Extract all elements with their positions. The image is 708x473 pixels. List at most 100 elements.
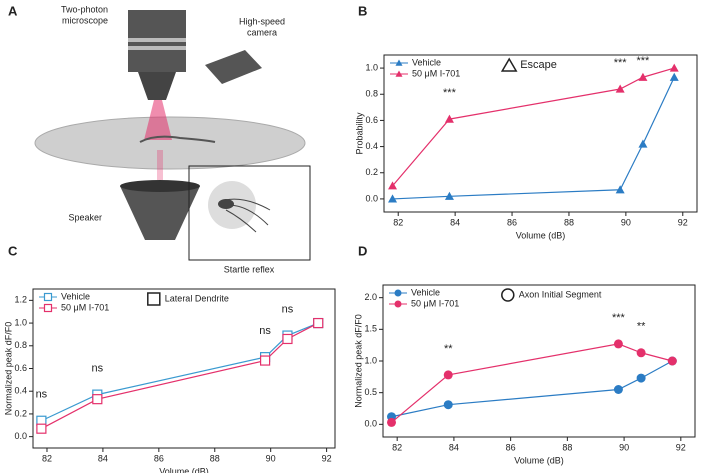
marker <box>638 72 648 81</box>
y-tick-label: 0.0 <box>14 431 27 441</box>
significance: *** <box>637 55 651 67</box>
x-tick-label: 90 <box>621 217 631 227</box>
x-tick-label: 90 <box>266 453 276 463</box>
y-tick-label: 0.6 <box>14 363 27 373</box>
marker <box>259 355 271 366</box>
x-tick-label: 88 <box>210 453 220 463</box>
marker <box>443 400 453 410</box>
label: microscope <box>62 15 108 25</box>
marker <box>615 185 625 194</box>
objective-band <box>128 46 186 50</box>
x-tick-label: 86 <box>507 217 517 227</box>
significance: *** <box>443 87 457 99</box>
x-tick-label: 92 <box>322 453 332 463</box>
x-tick-label: 86 <box>506 442 516 452</box>
y-tick-label: 1.0 <box>365 62 378 72</box>
y-tick-label: 0.8 <box>14 340 27 350</box>
speaker-top <box>120 180 200 192</box>
x-tick-label: 84 <box>450 217 460 227</box>
marker <box>388 194 398 203</box>
plot-frame <box>383 54 698 213</box>
marker <box>615 84 625 93</box>
marker <box>394 289 402 297</box>
significance: ** <box>637 321 646 333</box>
marker <box>92 394 103 405</box>
marker <box>443 370 453 380</box>
marker <box>43 303 53 313</box>
marker <box>394 300 402 308</box>
x-tick-label: 84 <box>98 453 108 463</box>
marker <box>313 317 324 329</box>
significance: ns <box>259 325 271 337</box>
y-tick-label: 0.8 <box>365 89 378 99</box>
y-axis-label: Probability <box>354 112 364 155</box>
dish <box>34 116 306 170</box>
y-tick-label: 1.5 <box>364 324 377 334</box>
significance: *** <box>612 312 626 324</box>
y-tick-label: 0.5 <box>364 387 377 397</box>
significance: *** <box>614 57 628 69</box>
legend-label: 50 μM I-701 <box>412 68 460 78</box>
x-tick-label: 82 <box>42 453 52 463</box>
y-tick-label: 0.6 <box>365 115 378 125</box>
x-tick-label: 92 <box>678 217 688 227</box>
x-tick-label: 82 <box>392 442 402 452</box>
inset-box <box>188 165 311 261</box>
note: Axon Initial Segment <box>519 289 602 299</box>
note-icon <box>500 57 518 72</box>
objective-tip <box>138 72 176 100</box>
marker <box>395 59 403 66</box>
marker <box>613 385 623 394</box>
speaker <box>120 186 200 240</box>
marker <box>613 339 623 349</box>
y-tick-label: 2.0 <box>364 292 377 302</box>
label: camera <box>247 27 277 37</box>
objective-band <box>128 38 186 42</box>
x-axis-label: Volume (dB) <box>514 455 564 465</box>
label: Two-photon <box>61 4 108 14</box>
panel-label: C <box>8 243 18 258</box>
x-axis-label: Volume (dB) <box>159 466 209 473</box>
y-tick-label: 0.4 <box>365 141 378 151</box>
legend-label: Vehicle <box>411 287 440 297</box>
y-axis-label: Normalized peak dF/F0 <box>353 314 363 408</box>
x-tick-label: 88 <box>564 217 574 227</box>
legend-label: 50 μM I-701 <box>61 302 109 312</box>
panel-label: A <box>8 3 18 18</box>
y-axis-label: Normalized peak dF/F0 <box>3 322 13 416</box>
light <box>157 150 163 180</box>
marker <box>444 191 454 200</box>
legend-label: Vehicle <box>412 57 441 67</box>
marker <box>638 139 648 148</box>
marker <box>395 70 403 77</box>
marker <box>282 333 293 345</box>
y-tick-label: 0.2 <box>14 408 27 418</box>
significance: ns <box>282 303 294 315</box>
camera <box>205 50 262 84</box>
x-tick-label: 86 <box>154 453 164 463</box>
marker <box>388 181 398 190</box>
x-tick-label: 92 <box>676 442 686 452</box>
series-line <box>392 76 675 200</box>
marker <box>36 423 47 434</box>
significance: ** <box>444 343 453 355</box>
series-line <box>391 360 673 418</box>
marker <box>636 373 646 383</box>
legend-label: 50 μM I-701 <box>411 298 459 308</box>
significance: ns <box>36 389 48 401</box>
fish-head <box>218 199 234 209</box>
series-line <box>392 67 675 187</box>
panel-label: D <box>358 243 367 258</box>
y-tick-label: 1.0 <box>14 317 27 327</box>
illustration: A Two-photon microscope High-speed camer… <box>8 3 311 274</box>
legend-label: Vehicle <box>61 291 90 301</box>
laser <box>144 100 172 140</box>
marker <box>636 348 646 358</box>
note: Escape <box>520 59 557 71</box>
panel-label: B <box>358 3 367 18</box>
x-tick-label: 90 <box>619 442 629 452</box>
x-axis-label: Volume (dB) <box>516 230 566 240</box>
label: High-speed <box>239 16 285 26</box>
marker <box>667 356 677 366</box>
